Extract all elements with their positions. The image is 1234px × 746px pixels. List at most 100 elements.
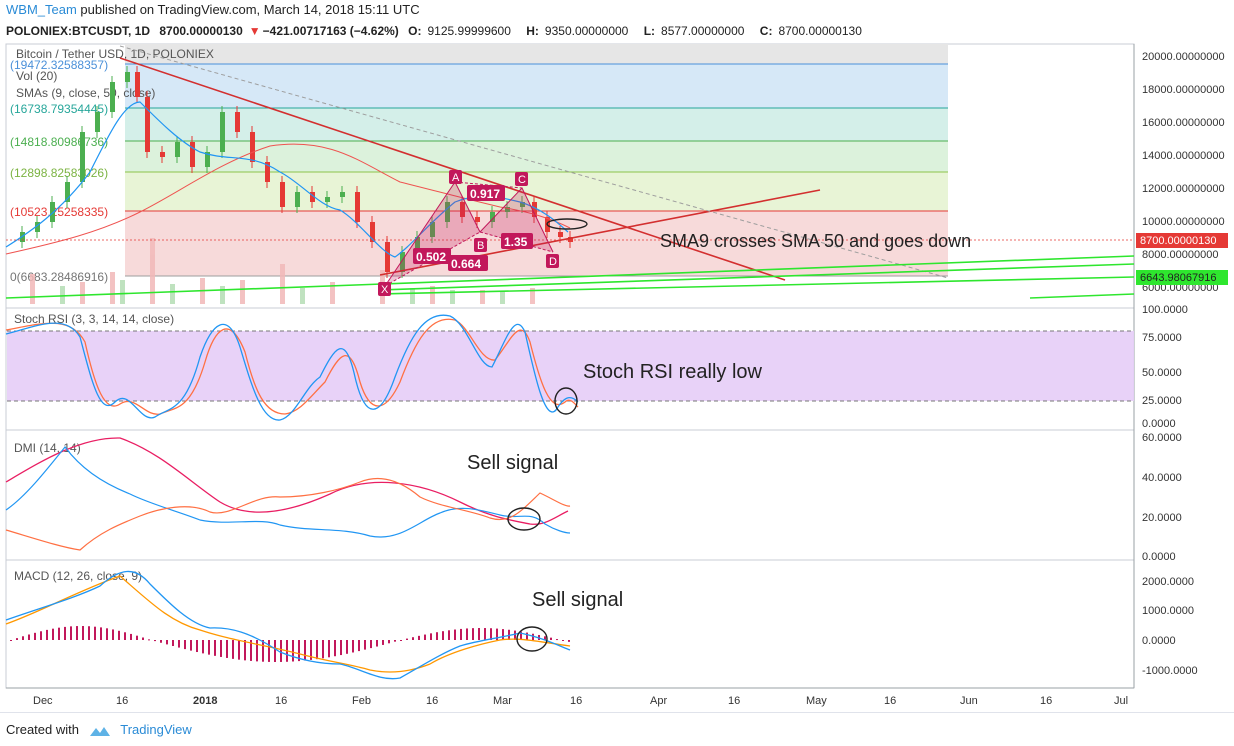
macd-hist-bar bbox=[394, 640, 396, 642]
macd-hist-bar bbox=[370, 640, 372, 649]
candle bbox=[445, 202, 450, 222]
macd-hist-bar bbox=[478, 628, 480, 640]
price-tick: 18000.00000000 bbox=[1142, 84, 1225, 96]
macd-hist-bar bbox=[196, 640, 198, 653]
macd-hist-bar bbox=[256, 640, 258, 662]
support-lines bbox=[5, 255, 1135, 299]
volume-bars-green bbox=[60, 280, 505, 304]
point-a: A bbox=[452, 172, 460, 184]
candle bbox=[160, 152, 165, 157]
time-tick: Dec bbox=[33, 695, 53, 707]
macd-hist-bar bbox=[28, 634, 30, 640]
macd-hist-bar bbox=[334, 640, 336, 657]
macd-hist-bar bbox=[556, 639, 558, 641]
fib-label-5: (10523.25258335) bbox=[10, 205, 108, 219]
point-x: X bbox=[381, 284, 389, 296]
last-price-tag-text: 8700.00000130 bbox=[1140, 235, 1216, 247]
macd-hist-bar bbox=[520, 631, 522, 640]
price-tick: 14000.00000000 bbox=[1142, 150, 1225, 162]
candle bbox=[20, 232, 25, 242]
dmi-annotation: Sell signal bbox=[467, 452, 558, 474]
candle bbox=[532, 202, 537, 217]
candle bbox=[475, 217, 480, 222]
volume-label: Vol (20) bbox=[16, 69, 57, 83]
candle bbox=[310, 192, 315, 202]
chart-area[interactable]: (19472.32588357) (16738.79354445) (14818… bbox=[0, 42, 1234, 712]
candle bbox=[265, 162, 270, 182]
support-tag bbox=[1136, 270, 1228, 285]
macd-hist-bar bbox=[88, 626, 90, 640]
macd-hist-bar bbox=[160, 640, 162, 643]
macd-hist-bar bbox=[292, 640, 294, 662]
last-price: 8700.00000130 bbox=[159, 24, 243, 38]
dashed-trendline bbox=[119, 45, 949, 279]
candle bbox=[190, 142, 195, 167]
ratio-xa: 0.502 bbox=[416, 250, 446, 264]
stoch-annotation: Stoch RSI really low bbox=[583, 361, 763, 383]
macd-hist-bar bbox=[136, 635, 138, 640]
macd-tick: 2000.0000 bbox=[1142, 576, 1194, 588]
ratio-cd: 1.35 bbox=[504, 235, 528, 249]
macd-hist-bar bbox=[382, 640, 384, 645]
candle bbox=[400, 252, 405, 272]
symbol-header: POLONIEX:BTCUSDT, 1D 8700.00000130 ▼ −421.… bbox=[0, 20, 1234, 42]
stoch-k-line bbox=[5, 314, 579, 421]
candle bbox=[250, 132, 255, 162]
macd-pane[interactable] bbox=[5, 559, 1135, 689]
macd-hist-bar bbox=[16, 638, 18, 640]
fib-label-1: (19472.32588357) bbox=[10, 58, 108, 72]
macd-hist-bar bbox=[268, 640, 270, 662]
macd-axis-ticks: 2000.0000 1000.0000 0.0000 -1000.0000 bbox=[1142, 576, 1198, 677]
macd-hist-bar bbox=[298, 640, 300, 662]
macd-tick: 0.0000 bbox=[1142, 635, 1176, 647]
publish-header: WBM_Team published on TradingView.com, M… bbox=[0, 0, 1234, 20]
candle bbox=[50, 202, 55, 222]
candle bbox=[95, 112, 100, 132]
candle bbox=[80, 132, 85, 182]
macd-hist-bar bbox=[472, 628, 474, 640]
dmi-tick: 0.0000 bbox=[1142, 551, 1176, 563]
macd-hist-bar bbox=[346, 640, 348, 654]
macd-hist-bar bbox=[424, 634, 426, 640]
pattern-point-labels: X A B C D bbox=[378, 170, 559, 296]
stoch-tick: 25.0000 bbox=[1142, 395, 1182, 407]
stoch-tick: 0.0000 bbox=[1142, 418, 1176, 430]
candle bbox=[370, 222, 375, 242]
macd-hist-bar bbox=[544, 636, 546, 640]
time-tick: 16 bbox=[426, 695, 438, 707]
macd-hist-bar bbox=[214, 640, 216, 656]
time-tick: 16 bbox=[275, 695, 287, 707]
macd-hist-bar bbox=[22, 636, 24, 640]
dmi-plus-line bbox=[5, 446, 571, 538]
macd-hist-bar bbox=[466, 628, 468, 640]
dmi-tick: 60.0000 bbox=[1142, 432, 1182, 444]
candle bbox=[558, 232, 563, 237]
dmi-pane[interactable] bbox=[5, 429, 1135, 561]
tradingview-link[interactable]: TradingView bbox=[120, 722, 192, 737]
macd-tick: -1000.0000 bbox=[1142, 665, 1198, 677]
macd-hist-bar bbox=[304, 640, 306, 661]
macd-hist-bar bbox=[364, 640, 366, 650]
candle bbox=[145, 97, 150, 152]
dmi-tick: 40.0000 bbox=[1142, 472, 1182, 484]
macd-hist-bar bbox=[460, 628, 462, 640]
candle bbox=[65, 182, 70, 202]
macd-hist-bar bbox=[412, 637, 414, 640]
high-value: 9350.00000000 bbox=[544, 24, 629, 38]
stoch-band bbox=[7, 331, 1134, 401]
ratio-ab: 0.917 bbox=[470, 187, 500, 201]
price-pane-title: Bitcoin / Tether USD, 1D, POLONIEX bbox=[16, 47, 214, 61]
dmi-axis-ticks: 60.0000 40.0000 20.0000 0.0000 bbox=[1142, 432, 1182, 563]
macd-tick: 1000.0000 bbox=[1142, 605, 1194, 617]
macd-circle bbox=[516, 626, 548, 652]
fib-label-6: 0(6683.28486916) bbox=[10, 270, 108, 284]
author-link[interactable]: WBM_Team bbox=[6, 2, 77, 17]
macd-hist-bar bbox=[130, 633, 132, 640]
close-value: 8700.00000130 bbox=[778, 24, 862, 38]
candle bbox=[295, 192, 300, 207]
time-tick: 16 bbox=[728, 695, 740, 707]
macd-hist-bar bbox=[388, 640, 390, 644]
point-b: B bbox=[477, 240, 484, 252]
adx-line bbox=[5, 437, 569, 525]
macd-annotation: Sell signal bbox=[532, 589, 623, 611]
